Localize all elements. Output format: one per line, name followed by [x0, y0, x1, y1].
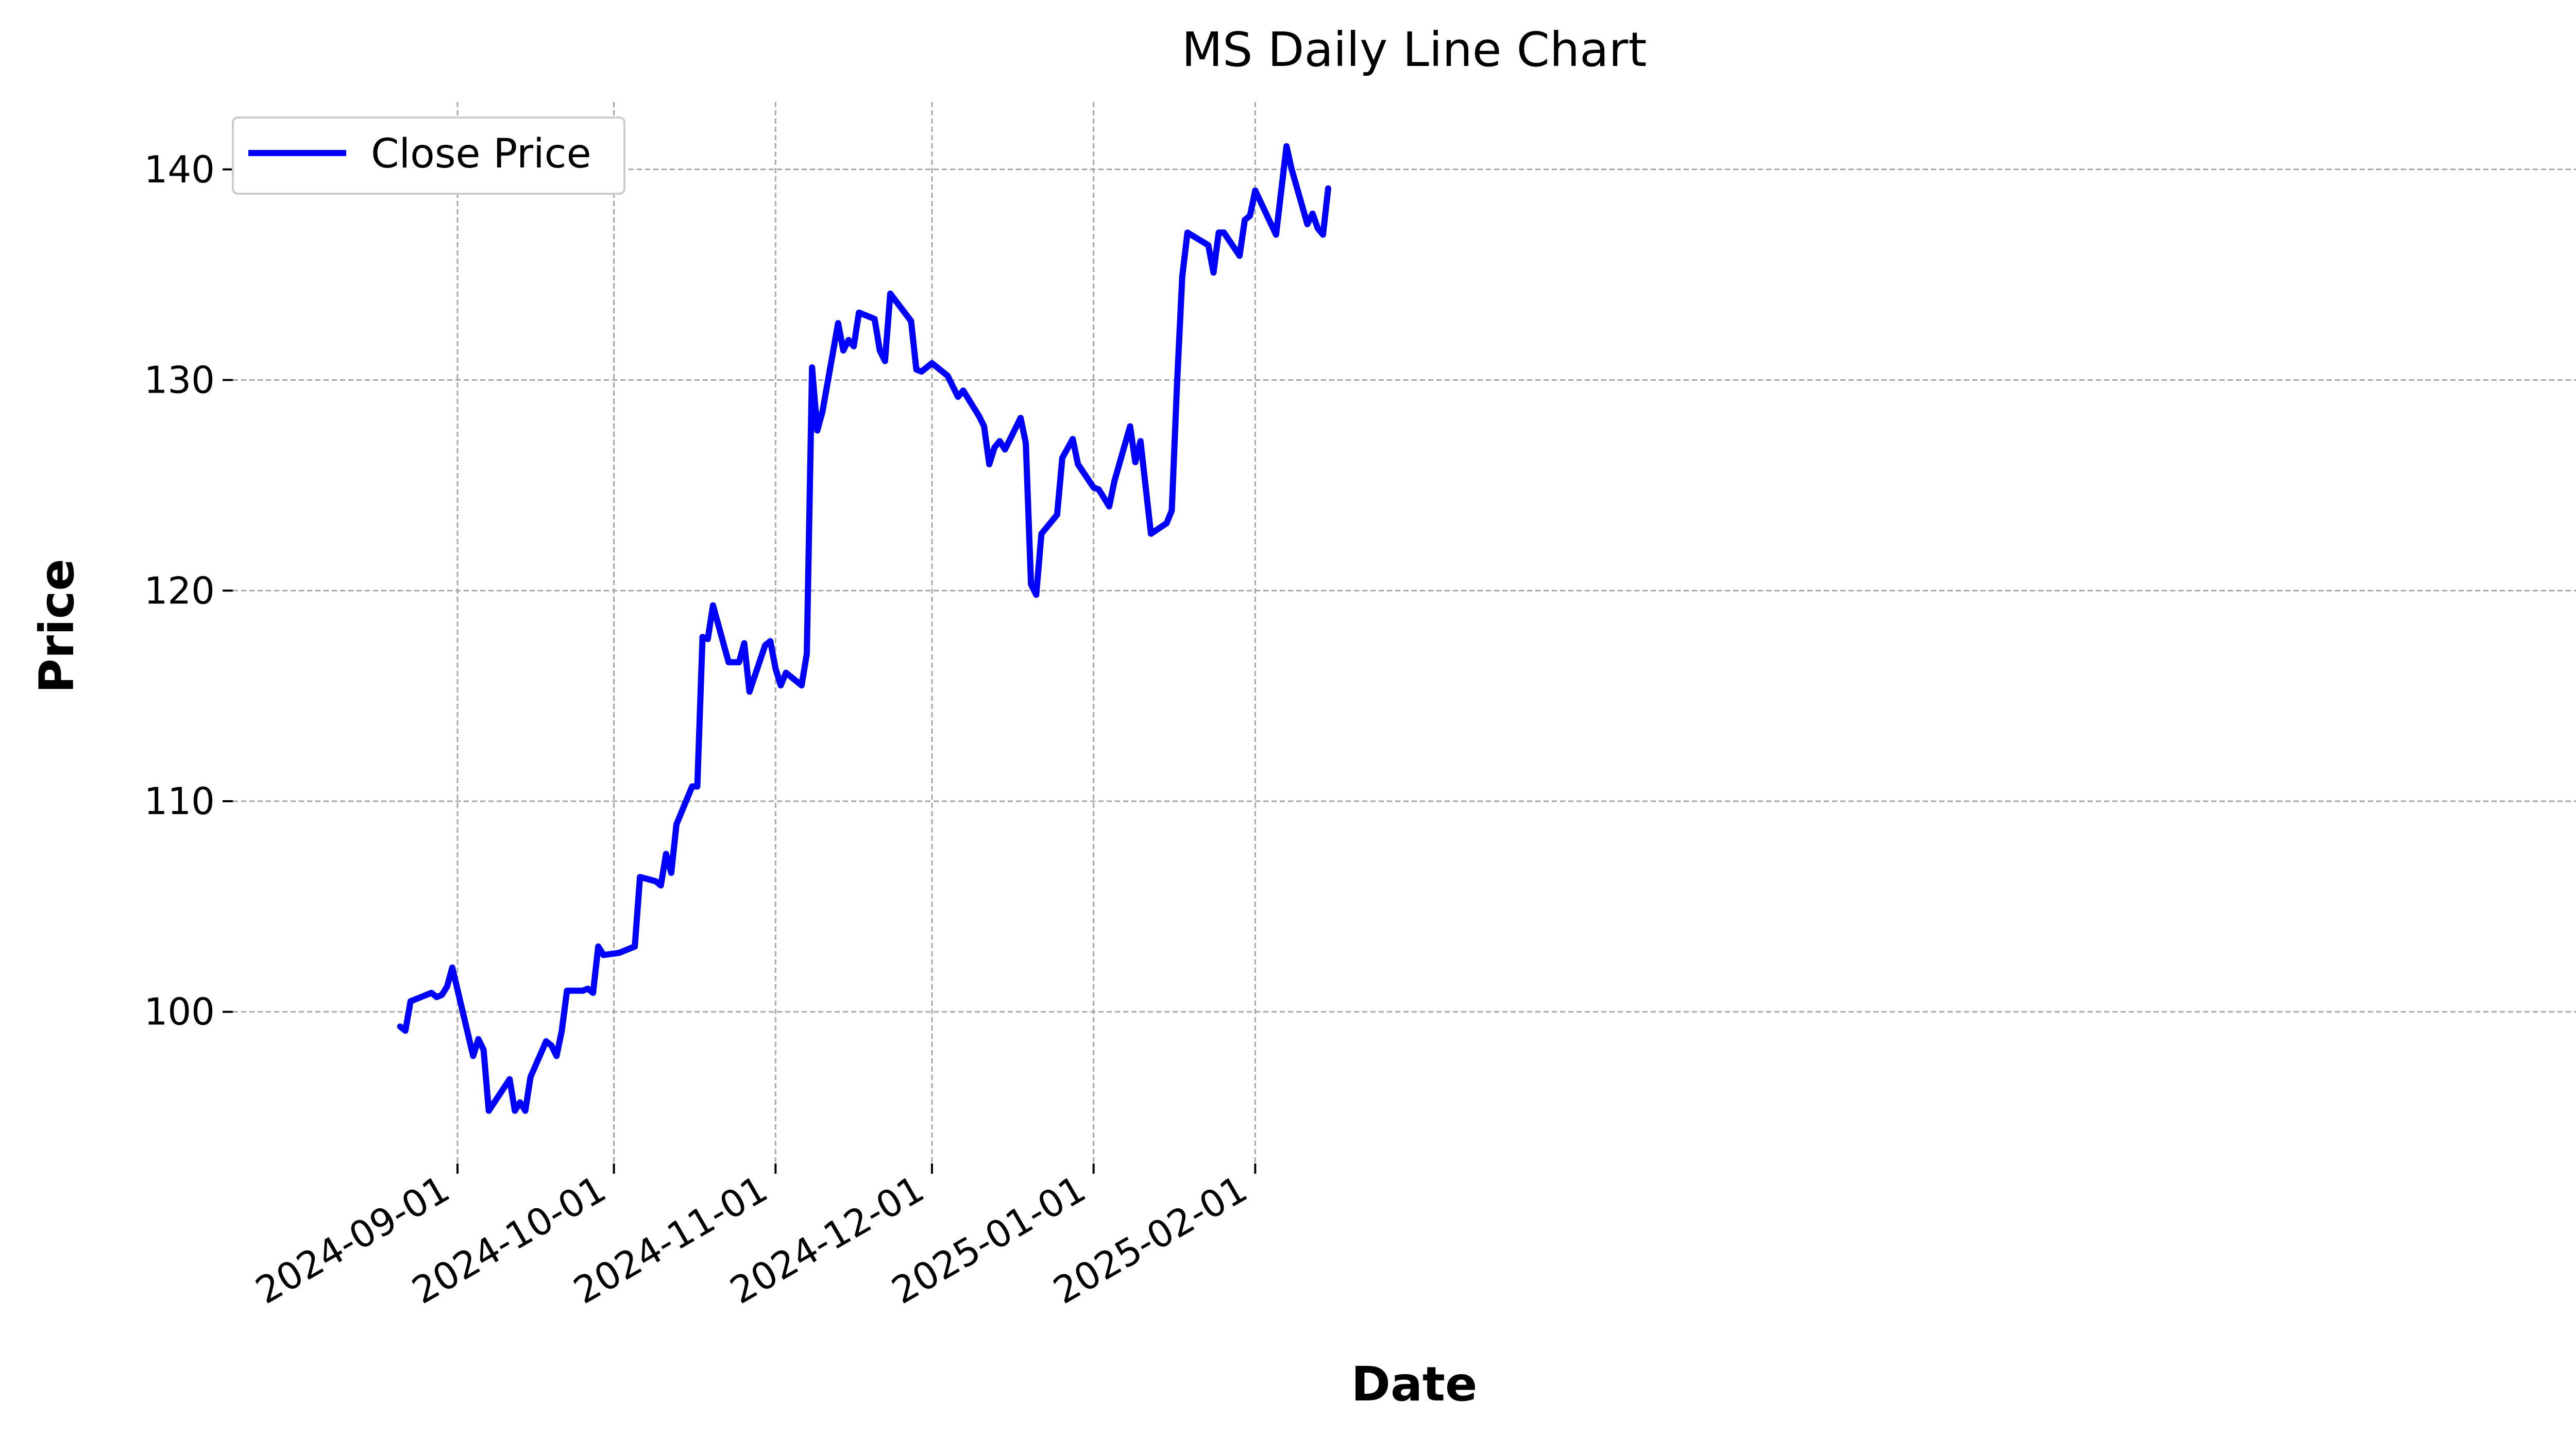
y-tick-label: 100: [144, 990, 215, 1034]
y-tick-label: 120: [144, 569, 215, 612]
chart-title: MS Daily Line Chart: [1182, 22, 1647, 77]
x-axis-label: Date: [1351, 1357, 1478, 1412]
y-tick-label: 110: [144, 780, 215, 823]
legend-box: [232, 116, 625, 195]
legend: Close Price: [232, 116, 625, 195]
y-axis-label: Price: [29, 559, 84, 693]
legend-label: Close Price: [371, 131, 591, 177]
grid-lines: [233, 102, 2576, 1163]
series-line-close-price: [397, 143, 1331, 1114]
series-lines: [397, 143, 1331, 1114]
y-tick-label: 140: [144, 148, 215, 191]
y-tick-label: 130: [144, 359, 215, 402]
